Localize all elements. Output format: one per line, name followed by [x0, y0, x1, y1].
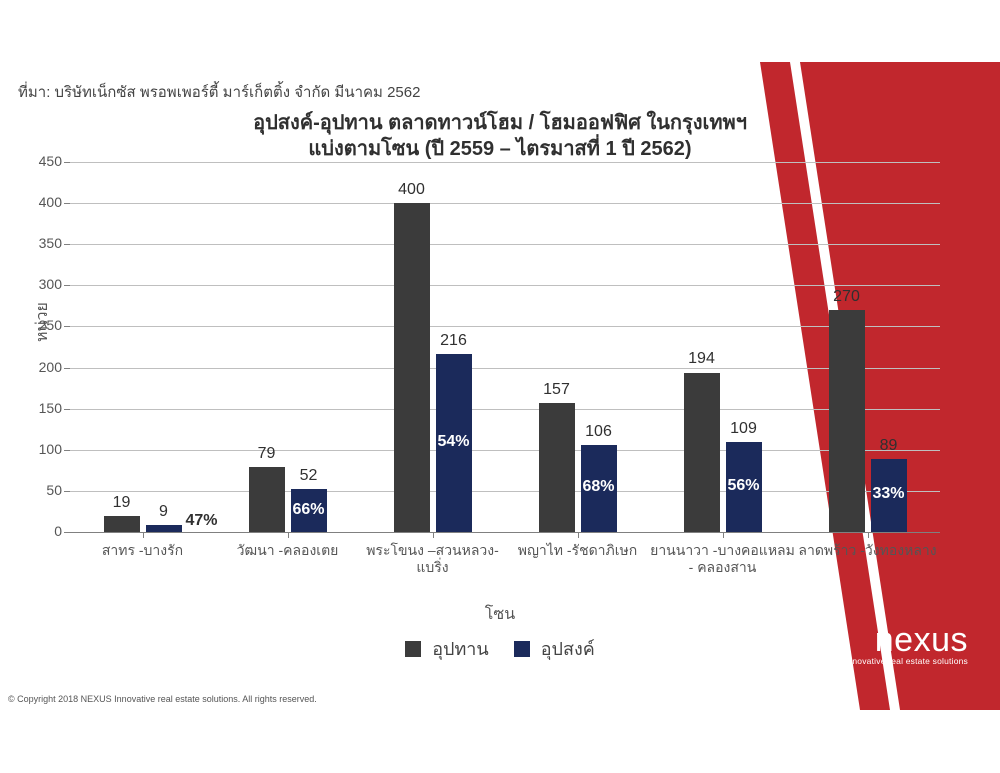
value-label-demand: 9: [146, 503, 182, 521]
legend-swatch-demand: [514, 641, 530, 657]
y-tick-label: 150: [22, 400, 62, 416]
x-tick: [288, 532, 289, 538]
y-tick-label: 450: [22, 153, 62, 169]
y-tick: [64, 203, 70, 204]
y-tick-label: 100: [22, 441, 62, 457]
gridline: [70, 368, 940, 369]
gridline: [70, 491, 940, 492]
legend-swatch-supply: [405, 641, 421, 657]
brand-name: nexus: [845, 621, 968, 660]
value-label-demand: 52: [291, 467, 327, 485]
brand-tagline: Innovative real estate solutions: [845, 656, 968, 666]
gridline: [70, 450, 940, 451]
y-tick: [64, 409, 70, 410]
category-label: พญาไท -รัชดาภิเษก: [505, 542, 650, 559]
bar-demand: [146, 525, 182, 532]
bar-chart: 05010015020025030035040045019947%สาทร -บ…: [70, 162, 940, 552]
y-tick-label: 250: [22, 317, 62, 333]
x-tick: [433, 532, 434, 538]
gridline: [70, 203, 940, 204]
brand-block: nexus Innovative real estate solutions: [845, 621, 968, 666]
y-tick: [64, 368, 70, 369]
category-label: วัฒนา -คลองเตย: [215, 542, 360, 559]
y-tick-label: 350: [22, 235, 62, 251]
y-tick: [64, 326, 70, 327]
x-tick: [868, 532, 869, 538]
bar-supply: [539, 403, 575, 532]
percent-label: 47%: [186, 512, 236, 530]
chart-title-line2: แบ่งตามโซน (ปี 2559 – ไตรมาสที่ 1 ปี 256…: [0, 132, 1000, 164]
y-tick-label: 200: [22, 359, 62, 375]
percent-label: 56%: [726, 477, 762, 495]
value-label-demand: 216: [436, 332, 472, 350]
percent-label: 68%: [581, 478, 617, 496]
legend-label-demand: อุปสงค์: [541, 639, 595, 659]
percent-label: 54%: [436, 433, 472, 451]
gridline: [70, 326, 940, 327]
category-label: ลาดพร้าว -วังทองหลาง: [795, 542, 940, 559]
value-label-demand: 109: [726, 420, 762, 438]
legend-item-supply: อุปทาน: [405, 639, 494, 659]
copyright-text: © Copyright 2018 NEXUS Innovative real e…: [8, 694, 317, 704]
bar-supply: [684, 373, 720, 533]
value-label-supply: 19: [104, 494, 140, 512]
page-root: ที่มา: บริษัทเน็กซัส พรอพเพอร์ตี้ มาร์เก…: [0, 0, 1000, 773]
x-tick: [578, 532, 579, 538]
value-label-supply: 79: [249, 445, 285, 463]
slide-stage: ที่มา: บริษัทเน็กซัส พรอพเพอร์ตี้ มาร์เก…: [0, 62, 1000, 710]
y-tick: [64, 450, 70, 451]
bar-supply: [394, 203, 430, 532]
gridline: [70, 244, 940, 245]
gridline: [70, 162, 940, 163]
gridline: [70, 409, 940, 410]
y-tick-label: 50: [22, 482, 62, 498]
x-axis: [70, 532, 940, 533]
percent-label: 66%: [291, 501, 327, 519]
margin-top: [0, 0, 1000, 62]
value-label-demand: 89: [871, 437, 907, 455]
y-tick: [64, 162, 70, 163]
bar-supply: [249, 467, 285, 532]
x-tick: [143, 532, 144, 538]
y-tick-label: 0: [22, 523, 62, 539]
category-label: สาทร -บางรัก: [70, 542, 215, 559]
bar-supply: [829, 310, 865, 532]
legend-label-supply: อุปทาน: [432, 639, 489, 659]
value-label-supply: 400: [394, 181, 430, 199]
source-text: ที่มา: บริษัทเน็กซัส พรอพเพอร์ตี้ มาร์เก…: [18, 80, 420, 104]
value-label-supply: 157: [539, 381, 575, 399]
y-tick: [64, 285, 70, 286]
value-label-supply: 270: [829, 288, 865, 306]
plot-area: 05010015020025030035040045019947%สาทร -บ…: [70, 162, 940, 532]
value-label-supply: 194: [684, 350, 720, 368]
legend-item-demand: อุปสงค์: [514, 639, 595, 659]
x-tick: [723, 532, 724, 538]
category-label: พระโขนง –สวนหลวง-แบริ่ง: [360, 542, 505, 576]
bar-supply: [104, 516, 140, 532]
y-tick: [64, 491, 70, 492]
value-label-demand: 106: [581, 423, 617, 441]
gridline: [70, 285, 940, 286]
y-tick-label: 300: [22, 276, 62, 292]
category-label: ยานนาวา -บางคอแหลม - คลองสาน: [650, 542, 795, 576]
margin-bottom: [0, 710, 1000, 773]
y-tick: [64, 244, 70, 245]
percent-label: 33%: [871, 485, 907, 503]
y-tick-label: 400: [22, 194, 62, 210]
